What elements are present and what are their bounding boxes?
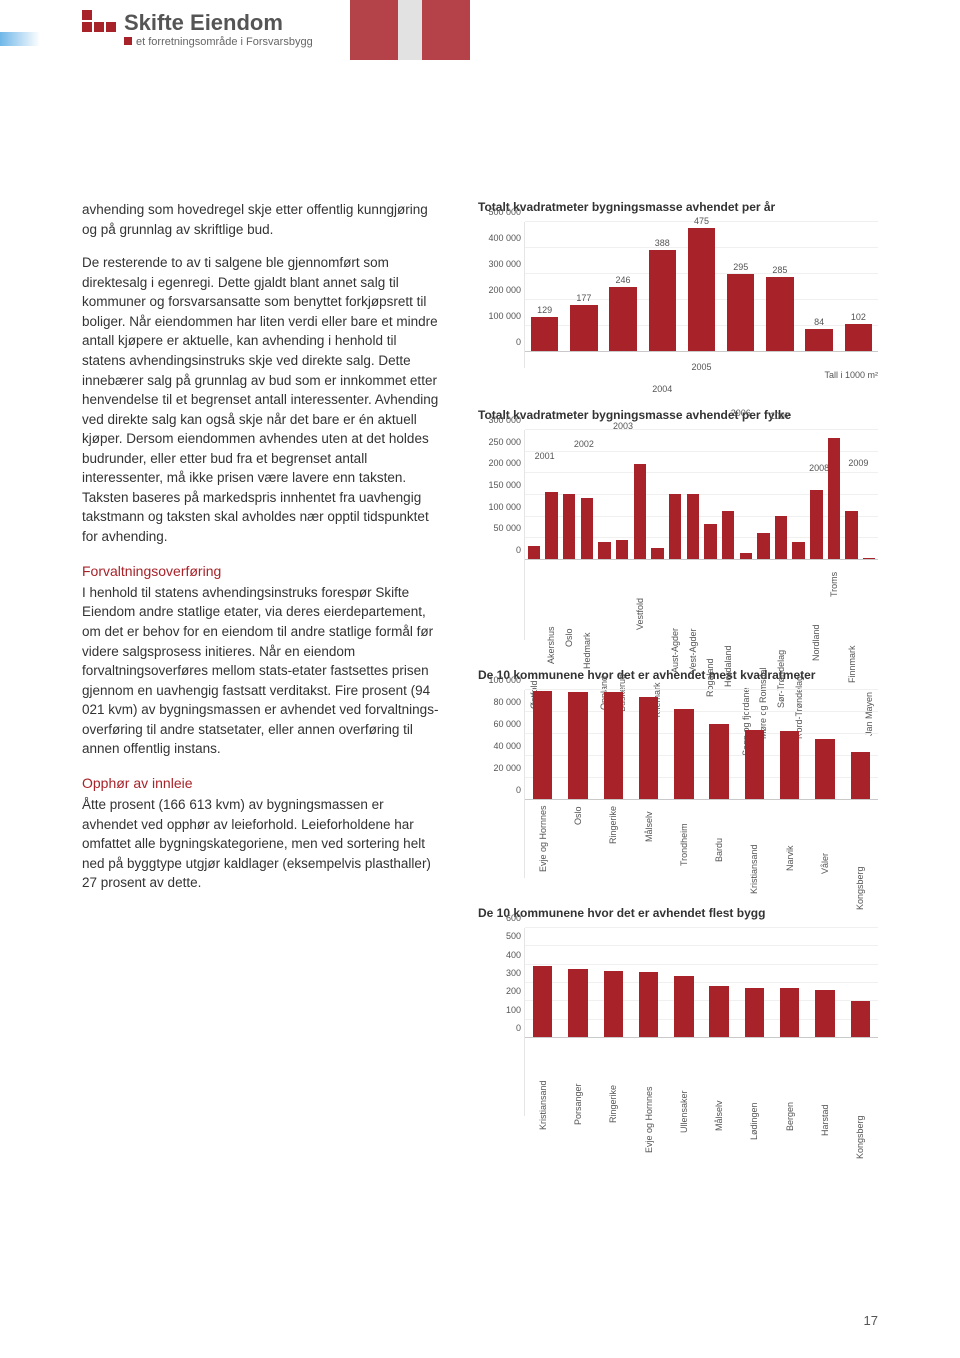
chart-fylke: Totalt kvadratmeter bygningsmasse avhend… <box>478 408 878 640</box>
bar <box>545 492 557 559</box>
bar <box>815 739 834 800</box>
text-column: avhending som hovedregel skje etter offe… <box>82 200 442 893</box>
bar <box>709 986 728 1037</box>
bar <box>757 533 769 559</box>
page-number: 17 <box>864 1313 878 1328</box>
bar <box>651 548 663 559</box>
bar <box>845 511 857 559</box>
bar <box>687 494 699 559</box>
bar <box>863 558 875 559</box>
chart-title: Totalt kvadratmeter bygningsmasse avhend… <box>478 408 878 422</box>
bar <box>568 692 587 799</box>
bar-chart: 020 00040 00060 00080 000100 000Evje og … <box>524 690 878 878</box>
chart-kommune-bygg: De 10 kommunene hvor det er avhendet fle… <box>478 906 878 1116</box>
bar <box>740 553 752 560</box>
bar <box>704 524 716 559</box>
bar <box>674 976 693 1037</box>
bar <box>533 691 552 799</box>
bar <box>639 972 658 1037</box>
bar <box>669 494 681 559</box>
bar <box>570 305 597 351</box>
bar <box>639 697 658 799</box>
bar <box>528 546 540 559</box>
chart-footer: Tall i 1000 m² <box>478 370 878 380</box>
bar <box>745 988 764 1038</box>
logo-icon <box>82 10 116 34</box>
bar <box>828 438 840 559</box>
body-para: De resterende to av ti salgene ble gjenn… <box>82 253 442 546</box>
bar <box>845 324 872 351</box>
bar <box>775 516 787 559</box>
bar <box>851 1001 870 1037</box>
brand-name: Skifte Eiendom <box>124 10 313 36</box>
bar <box>581 498 593 559</box>
body-para: avhending som hovedregel skje etter offe… <box>82 200 442 239</box>
bar <box>563 494 575 559</box>
bar <box>604 971 623 1037</box>
brand-header: Skifte Eiendom et forretningsområde i Fo… <box>82 10 313 48</box>
charts-column: Totalt kvadratmeter bygningsmasse avhend… <box>478 200 878 1144</box>
chart-title: Totalt kvadratmeter bygningsmasse avhend… <box>478 200 878 214</box>
bar <box>688 228 715 352</box>
bar <box>792 542 804 559</box>
bar-chart: 050 000100 000150 000200 000250 000300 0… <box>524 430 878 640</box>
bar <box>727 274 754 351</box>
bar <box>810 490 822 559</box>
bar <box>604 692 623 799</box>
body-para: I henhold til statens avhendings­instruk… <box>82 583 442 759</box>
section-heading: Opphør av innleie <box>82 773 442 793</box>
bar <box>634 464 646 559</box>
decorative-photo <box>350 0 470 60</box>
chart-annual: Totalt kvadratmeter bygningsmasse avhend… <box>478 200 878 380</box>
bar <box>609 287 636 351</box>
chart-title: De 10 kommunene hvor det er avhendet fle… <box>478 906 878 920</box>
bar <box>598 542 610 559</box>
bar <box>649 250 676 351</box>
body-para: Åtte prosent (166 613 kvm) av bygningsma… <box>82 795 442 893</box>
chart-kommune-kvm: De 10 kommunene hvor det er avhendet mes… <box>478 668 878 878</box>
bar <box>616 540 628 560</box>
section-heading: Forvaltningsoverføring <box>82 561 442 581</box>
bar <box>568 969 587 1037</box>
bar-chart: 0100 000200 000300 000400 000500 0001292… <box>524 222 878 368</box>
bar <box>533 966 552 1038</box>
bar <box>674 709 693 799</box>
decorative-edge <box>0 32 40 46</box>
bar <box>709 724 728 799</box>
bar <box>531 317 558 351</box>
bar <box>851 752 870 799</box>
brand-tagline: et forretningsområde i Forsvarsbygg <box>124 36 313 48</box>
bar <box>780 731 799 799</box>
bar <box>815 990 834 1037</box>
bar <box>722 511 734 559</box>
bar <box>780 988 799 1037</box>
bar <box>805 329 832 351</box>
bar <box>745 730 764 799</box>
bar-chart: 0100200300400500600KristiansandPorsanger… <box>524 928 878 1116</box>
bar <box>766 277 793 351</box>
